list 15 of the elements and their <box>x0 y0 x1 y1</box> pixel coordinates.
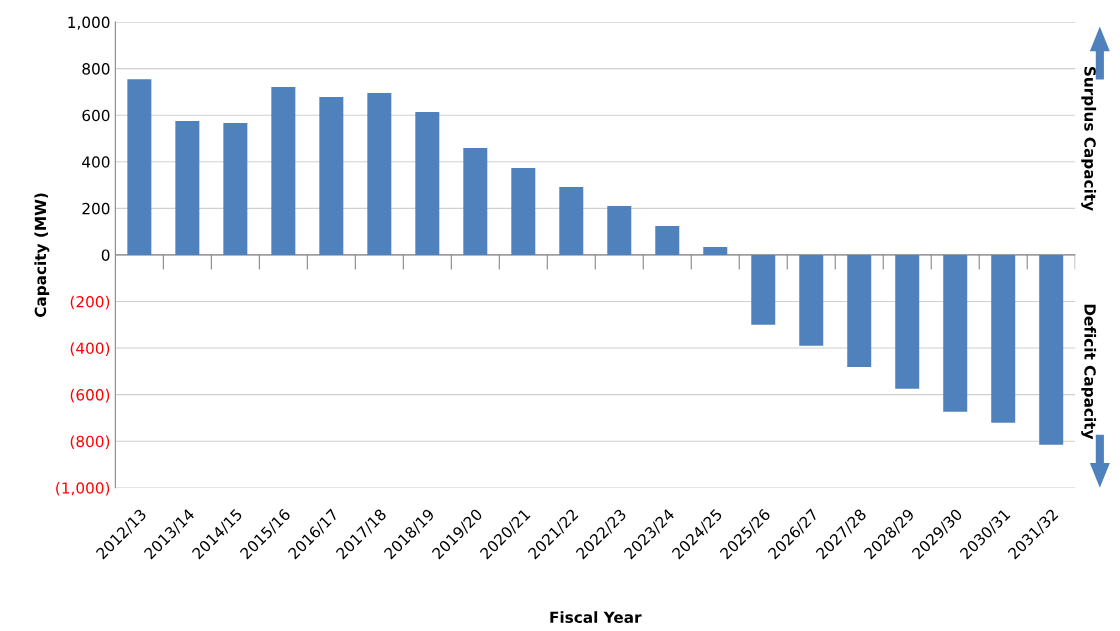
y-tick-label: (200) <box>70 295 110 310</box>
y-tick-label: (1,000) <box>56 481 110 496</box>
y-tick-label: 400 <box>82 156 110 168</box>
y-tick-label: 200 <box>82 202 110 215</box>
y-tick-label: 600 <box>82 109 110 122</box>
y-tick-label: (800) <box>70 435 110 450</box>
y-tick-label: 800 <box>82 63 110 75</box>
y-tick-label: 1,000 <box>68 16 110 30</box>
y-tick-label: (600) <box>70 388 110 403</box>
text: Deficit Capacity <box>1081 304 1097 440</box>
y-axis-title: Capacity (MW) <box>34 193 50 317</box>
y-tick-label: 0 <box>101 249 110 261</box>
x-axis-title: Fiscal Year <box>550 611 642 623</box>
y-tick-label: (400) <box>70 342 110 356</box>
text: Surplus Capacity <box>1081 67 1097 211</box>
